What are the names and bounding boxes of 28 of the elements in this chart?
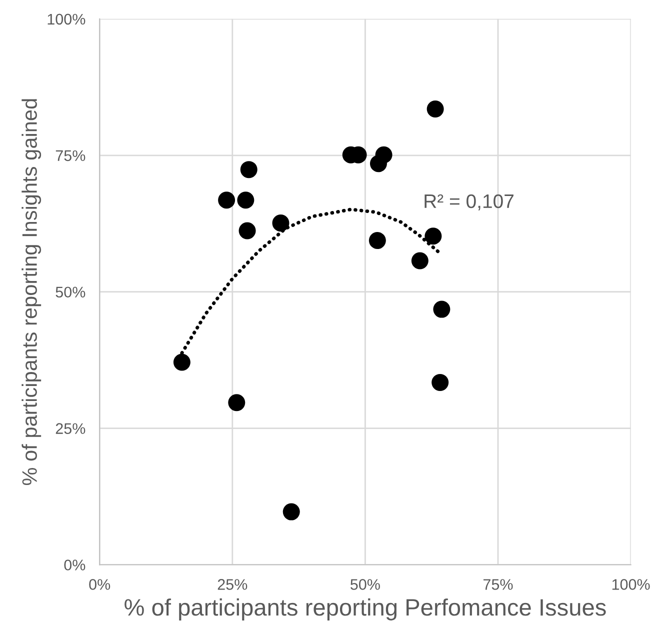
x-tick-label: 100%	[612, 579, 650, 590]
y-tick-label: 75%	[56, 150, 86, 162]
point	[272, 214, 290, 232]
y-tick-label: 25%	[56, 423, 86, 434]
point	[173, 354, 190, 371]
x-tick-label: 75%	[483, 579, 513, 590]
y-tick-label: 100%	[48, 14, 86, 25]
x-tick-label: 50%	[350, 579, 380, 590]
point	[238, 222, 256, 240]
x-tick-label: 25%	[218, 579, 248, 590]
y-tick-label: 0%	[64, 560, 86, 570]
point	[432, 374, 449, 391]
point	[237, 192, 254, 209]
y-tick-label: 50%	[56, 286, 86, 298]
point	[426, 100, 444, 118]
point	[424, 228, 442, 245]
point	[228, 394, 246, 412]
point	[218, 192, 236, 209]
point	[240, 161, 258, 178]
y-axis-title: % of participants reporting Insights gained	[22, 99, 42, 486]
point	[368, 232, 386, 250]
point	[433, 300, 450, 318]
x-axis-title: % of participants reporting Perfomance Issues	[124, 598, 606, 620]
point	[370, 155, 387, 172]
point	[282, 503, 300, 520]
point	[411, 252, 428, 270]
annotation: R² = 0,107	[424, 194, 514, 210]
x-tick-label: 0%	[89, 579, 110, 590]
